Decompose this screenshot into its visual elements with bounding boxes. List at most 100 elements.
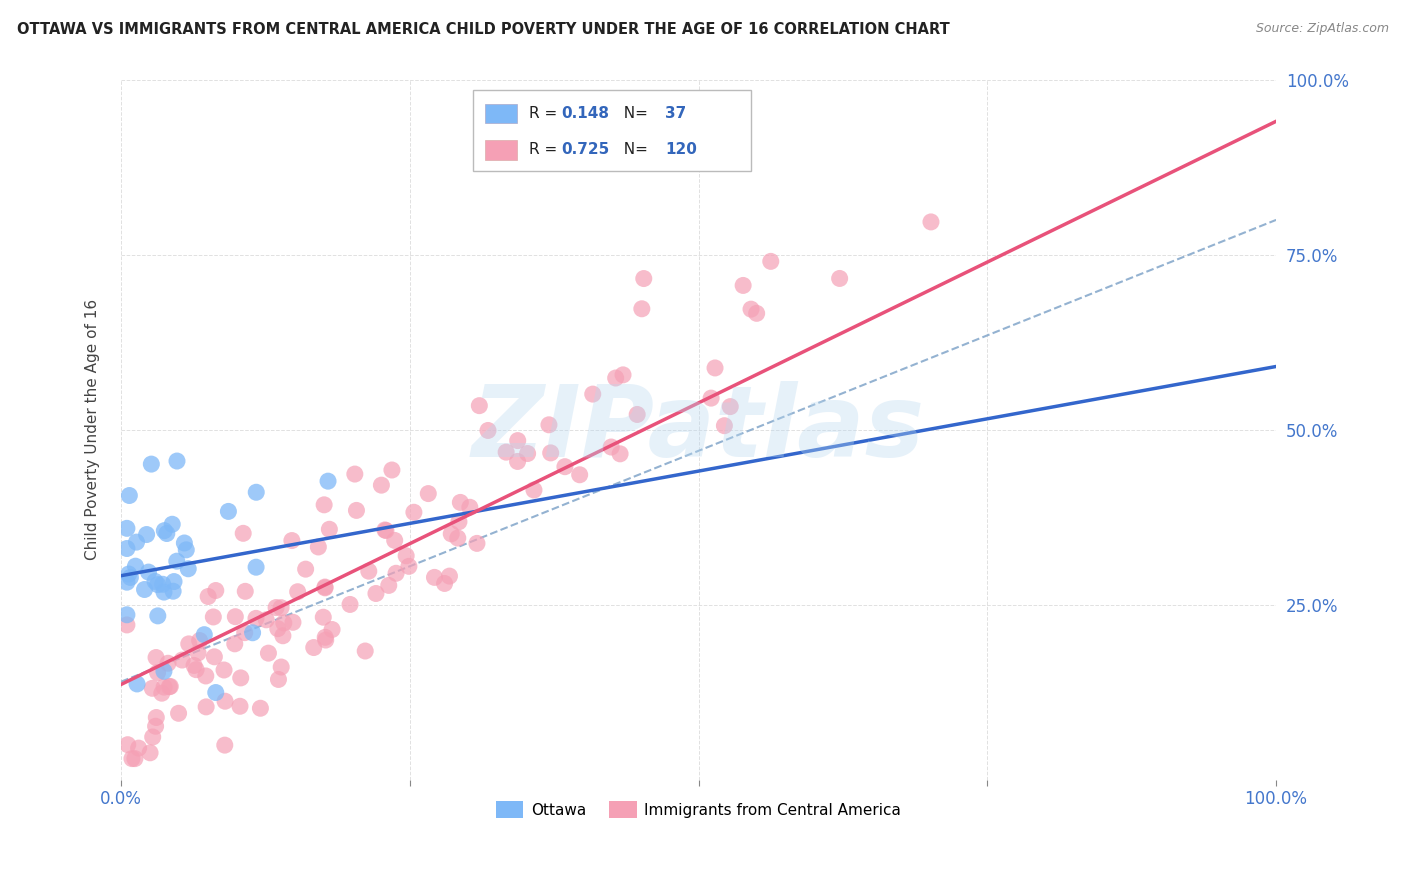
Point — [294, 562, 316, 576]
Point — [143, 574, 166, 589]
Point — [217, 504, 239, 518]
Point — [281, 533, 304, 548]
Point — [740, 302, 762, 317]
Point — [166, 554, 188, 568]
FancyBboxPatch shape — [474, 90, 751, 171]
Point — [118, 567, 141, 582]
Point — [267, 673, 290, 687]
Point — [465, 536, 488, 550]
Point — [630, 301, 652, 316]
Point — [318, 522, 340, 536]
Text: R =: R = — [529, 143, 562, 158]
Point — [160, 517, 183, 532]
Point — [141, 457, 163, 471]
Point — [540, 446, 562, 460]
Point — [447, 531, 470, 545]
Text: ZIPatlas: ZIPatlas — [472, 381, 925, 478]
Y-axis label: Child Poverty Under the Age of 16: Child Poverty Under the Age of 16 — [86, 299, 100, 560]
Point — [115, 618, 138, 632]
Point — [312, 610, 335, 624]
Point — [458, 500, 481, 515]
Point — [759, 254, 782, 268]
Point — [204, 685, 226, 699]
Text: Source: ZipAtlas.com: Source: ZipAtlas.com — [1256, 22, 1389, 36]
Point — [233, 625, 256, 640]
Point — [146, 665, 169, 680]
Point — [229, 699, 252, 714]
Point — [245, 611, 267, 625]
Point — [117, 738, 139, 752]
Point — [612, 368, 634, 382]
Point — [157, 680, 180, 694]
Point — [124, 559, 146, 574]
Point — [184, 663, 207, 677]
Point — [153, 680, 176, 694]
Point — [314, 580, 336, 594]
Point — [125, 677, 148, 691]
Point — [146, 608, 169, 623]
Point — [568, 467, 591, 482]
Point — [704, 360, 727, 375]
Text: R =: R = — [529, 106, 562, 121]
Point — [145, 650, 167, 665]
Point — [314, 630, 336, 644]
Point — [152, 577, 174, 591]
Point — [142, 730, 165, 744]
Point — [314, 498, 336, 512]
Point — [506, 434, 529, 448]
Point — [115, 575, 138, 590]
Point — [745, 306, 768, 320]
Point — [270, 660, 292, 674]
Point — [395, 549, 418, 563]
Point — [477, 424, 499, 438]
Point — [605, 371, 627, 385]
Point — [146, 577, 169, 591]
Point — [153, 524, 176, 538]
Point — [449, 495, 471, 509]
Point — [115, 607, 138, 622]
Point — [357, 564, 380, 578]
Point — [447, 515, 470, 529]
Text: 37: 37 — [665, 106, 686, 121]
Point — [343, 467, 366, 481]
Point — [440, 526, 463, 541]
Point — [271, 629, 294, 643]
Point — [374, 524, 396, 538]
Text: 0.148: 0.148 — [561, 106, 609, 121]
Point — [307, 540, 329, 554]
Point — [554, 459, 576, 474]
Point — [700, 391, 723, 405]
Point — [128, 741, 150, 756]
Point — [174, 542, 197, 557]
Point — [124, 751, 146, 765]
Point — [423, 570, 446, 584]
Point — [257, 646, 280, 660]
Point — [718, 400, 741, 414]
Point — [202, 610, 225, 624]
Point — [242, 625, 264, 640]
Point — [188, 633, 211, 648]
Point — [150, 686, 173, 700]
Point — [177, 637, 200, 651]
Point — [229, 671, 252, 685]
Point — [270, 600, 292, 615]
Point — [214, 694, 236, 708]
Point — [516, 446, 538, 460]
Point — [138, 565, 160, 579]
Point — [374, 523, 396, 537]
Point — [381, 463, 404, 477]
Point — [193, 628, 215, 642]
Point — [626, 408, 648, 422]
Point — [354, 644, 377, 658]
Point — [224, 609, 246, 624]
Point — [141, 681, 163, 696]
Point — [204, 583, 226, 598]
Point — [159, 680, 181, 694]
Point — [249, 701, 271, 715]
Point — [370, 478, 392, 492]
Point — [194, 669, 217, 683]
Point — [232, 526, 254, 541]
Point — [264, 600, 287, 615]
Point — [506, 454, 529, 468]
Point — [377, 578, 399, 592]
